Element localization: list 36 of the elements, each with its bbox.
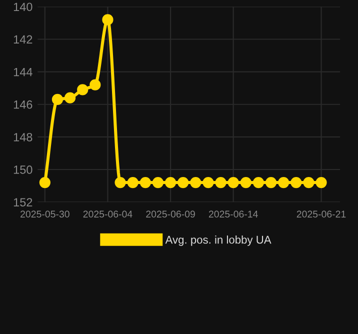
point — [164, 176, 176, 188]
y-tick-label: 152 — [14, 198, 32, 206]
x-tick-label: 2025-05-30 — [20, 210, 70, 218]
point — [64, 92, 76, 104]
y-tick-label: 148 — [14, 132, 32, 142]
point — [278, 176, 290, 188]
y-tick-label: 150 — [14, 166, 32, 174]
y-tick-label: 144 — [14, 68, 32, 76]
point — [252, 176, 264, 188]
x-tick-label: 2025-06-14 — [208, 210, 258, 218]
y-tick-label: 142 — [14, 35, 32, 44]
point — [52, 94, 64, 106]
y-tick-label: 140 — [14, 2, 32, 12]
point — [228, 176, 239, 188]
point — [202, 176, 214, 188]
point — [77, 84, 88, 96]
point — [178, 176, 189, 188]
point — [152, 176, 164, 188]
point — [240, 176, 252, 188]
point — [90, 79, 101, 90]
point — [215, 176, 226, 188]
point — [303, 176, 314, 188]
x-tick-label: 2025-06-04 — [83, 210, 132, 218]
x-tick-label: 2025-06-21 — [296, 210, 346, 218]
legend-label: Avg. pos. in lobby UA — [165, 236, 272, 246]
point — [102, 14, 114, 26]
point — [127, 176, 138, 188]
point — [39, 176, 50, 188]
point — [114, 176, 126, 188]
point — [265, 176, 277, 188]
point — [316, 176, 327, 188]
point — [140, 176, 151, 188]
point — [290, 176, 302, 188]
point — [190, 176, 202, 188]
y-tick-label: 146 — [14, 100, 32, 109]
x-tick-label: 2025-06-09 — [146, 210, 195, 218]
